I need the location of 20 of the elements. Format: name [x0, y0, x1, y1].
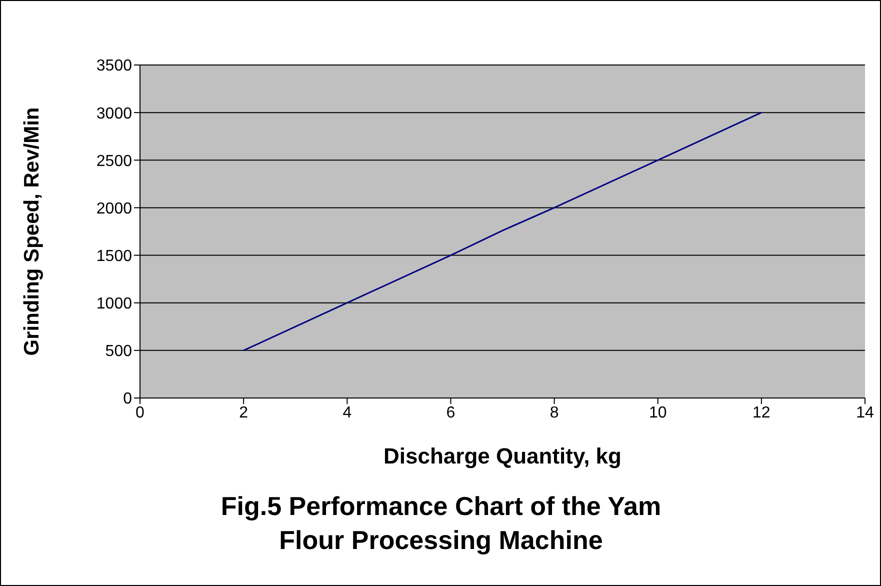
y-tick-label: 500 [105, 343, 132, 360]
x-tick-label: 6 [446, 404, 456, 422]
y-tick-label: 1500 [96, 248, 132, 265]
line-series [242, 112, 762, 352]
x-tick-label: 10 [648, 404, 667, 422]
y-axis-title: Grinding Speed, Rev/Min [20, 107, 44, 356]
x-tick-label: 4 [342, 404, 352, 422]
x-tick-label: 8 [550, 404, 559, 422]
text: Fig.5 Performance Chart of the Yam Flour Processing Machine [220, 490, 662, 557]
x-tick-label: 12 [752, 404, 770, 422]
y-tick-label: 2500 [96, 152, 132, 170]
x-tick-label: 0 [136, 404, 145, 422]
x-tick-label: 2 [239, 404, 248, 422]
x-axis-title: Discharge Quantity, kg [384, 444, 622, 469]
x-tick-label: 14 [856, 404, 874, 422]
y-tick-label: 1000 [96, 296, 132, 313]
y-tick-label: 3000 [96, 105, 132, 122]
y-tick-label: 3500 [96, 58, 132, 75]
y-tick-label: 2000 [96, 200, 132, 218]
y-tick-label: 0 [123, 390, 132, 408]
